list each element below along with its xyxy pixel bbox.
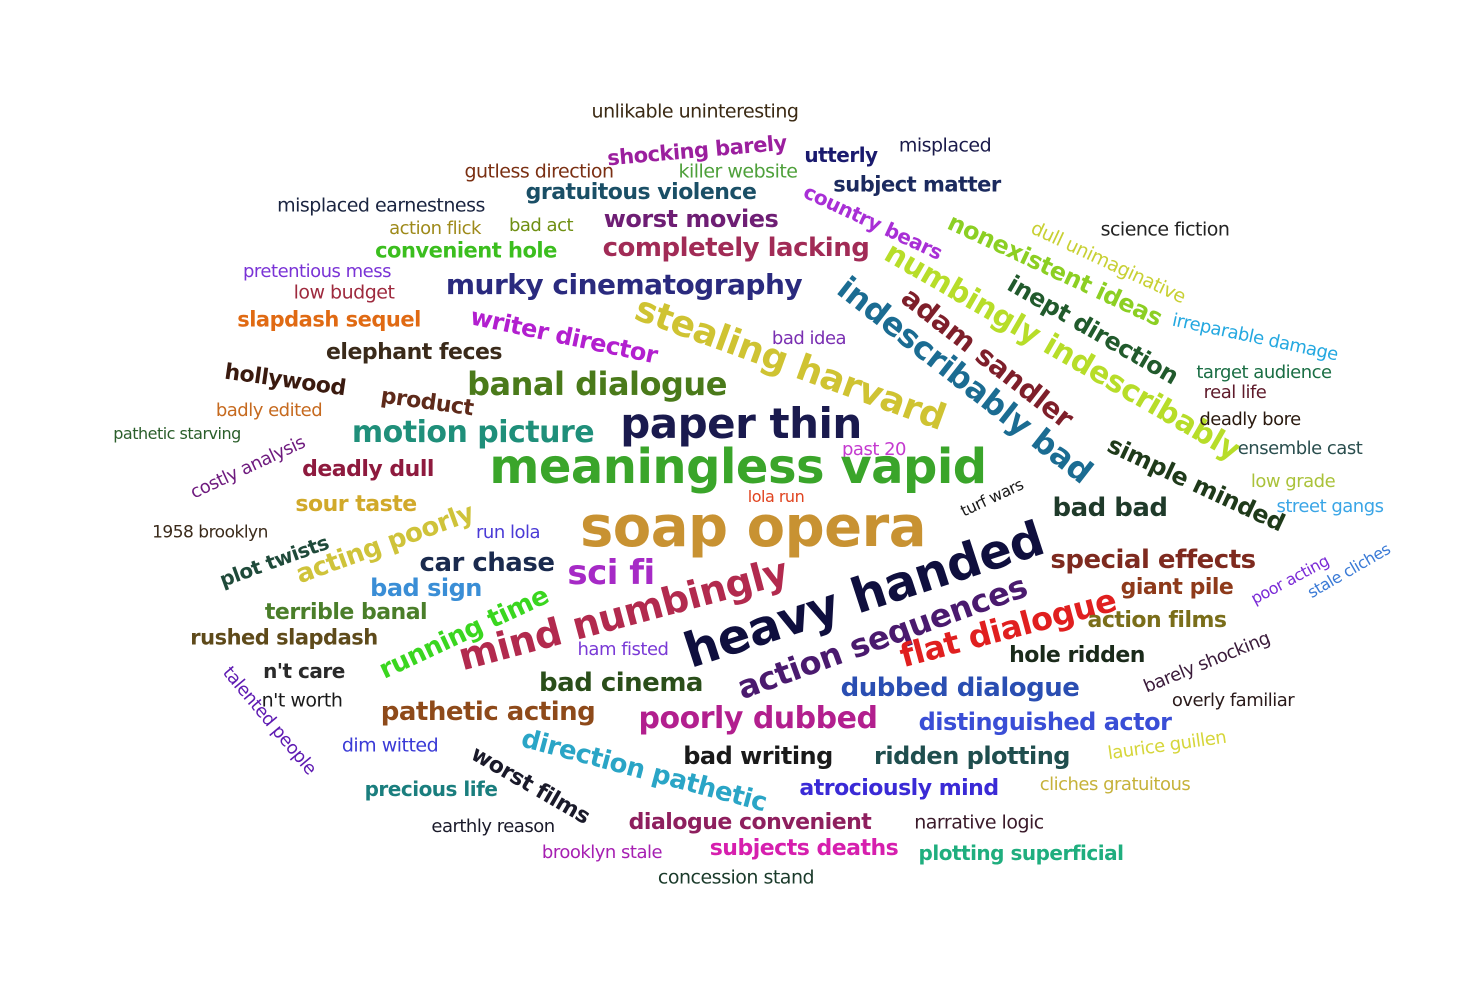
word: earthly reason	[431, 816, 555, 837]
word: killer website	[678, 160, 799, 183]
word: gutless direction	[464, 160, 614, 183]
word: n't care	[263, 659, 345, 683]
word: street gangs	[1276, 496, 1384, 517]
word: dim witted	[341, 734, 439, 757]
word: bad sign	[370, 574, 482, 602]
word: slapdash sequel	[237, 307, 421, 332]
word: misplaced earnestness	[277, 194, 485, 217]
word: sour taste	[295, 492, 417, 517]
word: completely lacking	[602, 233, 870, 263]
word: low budget	[293, 281, 395, 304]
word: pathetic starving	[113, 424, 241, 443]
word: dubbed dialogue	[840, 673, 1080, 703]
word: gratuitous violence	[525, 180, 757, 205]
word: dialogue convenient	[628, 810, 872, 835]
word: special effects	[1050, 545, 1256, 575]
word: badly edited	[215, 400, 323, 421]
word: distinguished actor	[918, 708, 1172, 736]
word: real life	[1203, 382, 1267, 403]
word: atrociously mind	[799, 776, 999, 801]
word: bad cinema	[539, 668, 703, 698]
word: hole ridden	[1009, 643, 1145, 668]
word: concession stand	[657, 866, 815, 889]
word: banal dialogue	[467, 365, 727, 403]
word: brooklyn stale	[541, 842, 663, 863]
word: target audience	[1196, 362, 1332, 383]
word: bad writing	[683, 742, 833, 770]
word: deadly dull	[302, 457, 434, 482]
word: narrative logic	[914, 811, 1044, 834]
word: soap opera	[579, 495, 927, 560]
word: precious life	[364, 777, 498, 801]
word: ham fisted	[577, 639, 669, 660]
word: elephant feces	[325, 340, 503, 365]
word: meaningless vapid	[489, 439, 987, 495]
word: unlikable uninteresting	[591, 100, 799, 123]
word: utterly	[804, 143, 878, 167]
word: overly familiar	[1171, 690, 1295, 711]
word: poorly dubbed	[638, 701, 878, 736]
word: past 20	[841, 439, 907, 460]
word: motion picture	[351, 415, 595, 450]
word: run lola	[476, 522, 540, 543]
word: subjects deaths	[709, 836, 899, 861]
word: cliches gratuitous	[1039, 774, 1191, 795]
word: bad idea	[771, 328, 847, 349]
word: misplaced	[898, 134, 992, 157]
word: n't worth	[261, 689, 343, 712]
word: bad bad	[1052, 493, 1168, 523]
word: science fiction	[1100, 218, 1230, 241]
word: ridden plotting	[874, 742, 1070, 770]
word: pretentious mess	[243, 261, 392, 282]
word: murky cinematography	[445, 268, 803, 301]
word: convenient hole	[375, 238, 557, 263]
word: ensemble cast	[1237, 438, 1363, 459]
word: paper thin	[620, 399, 862, 448]
word: deadly bore	[1199, 409, 1301, 430]
word: costly analysis	[187, 431, 309, 504]
word: sci fi	[567, 553, 655, 593]
word: irreparable damage	[1170, 309, 1340, 366]
word: terrible banal	[264, 600, 428, 625]
word: rushed slapdash	[190, 625, 378, 650]
word: bad act	[508, 215, 574, 236]
word: lola run	[747, 487, 805, 506]
word: subject matter	[833, 172, 1001, 197]
word: plotting superficial	[918, 841, 1124, 865]
word: pathetic acting	[380, 697, 596, 727]
word: barely shocking	[1140, 627, 1274, 698]
word: car chase	[419, 548, 555, 578]
word: low grade	[1250, 471, 1336, 492]
word: 1958 brooklyn	[152, 522, 268, 543]
word: action films	[1087, 608, 1227, 633]
word: giant pile	[1120, 575, 1234, 600]
word: action flick	[389, 218, 481, 239]
word: hollywood	[222, 359, 348, 402]
word: worst movies	[603, 205, 779, 233]
